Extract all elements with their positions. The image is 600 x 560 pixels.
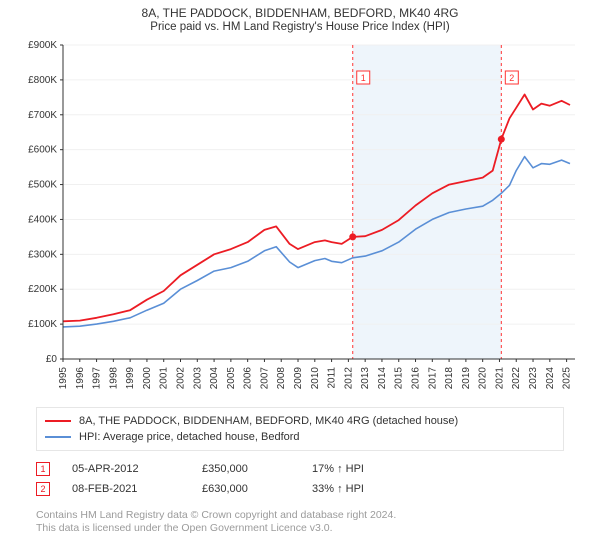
svg-text:£500K: £500K (28, 180, 57, 191)
svg-text:1998: 1998 (108, 367, 119, 390)
page-title: 8A, THE PADDOCK, BIDDENHAM, BEDFORD, MK4… (18, 6, 582, 20)
svg-text:2013: 2013 (360, 367, 371, 390)
sale-date: 05-APR-2012 (72, 463, 202, 475)
svg-text:2017: 2017 (427, 367, 438, 390)
svg-text:2020: 2020 (478, 367, 489, 390)
svg-text:2015: 2015 (394, 367, 405, 390)
svg-text:2002: 2002 (176, 367, 187, 390)
svg-text:2: 2 (509, 73, 514, 83)
svg-text:£900K: £900K (28, 40, 57, 51)
svg-text:2024: 2024 (545, 367, 556, 390)
footer-line-2: This data is licensed under the Open Gov… (36, 522, 564, 535)
svg-text:2012: 2012 (343, 367, 354, 390)
svg-text:£200K: £200K (28, 284, 57, 295)
sale-marker: 2 (36, 482, 50, 496)
sale-price: £630,000 (202, 483, 312, 495)
svg-text:1999: 1999 (125, 367, 136, 390)
svg-text:2016: 2016 (411, 367, 422, 390)
legend-swatch (45, 436, 71, 438)
svg-text:2011: 2011 (327, 367, 338, 389)
svg-text:1995: 1995 (58, 367, 69, 390)
legend-item: 8A, THE PADDOCK, BIDDENHAM, BEDFORD, MK4… (45, 413, 555, 429)
svg-text:2003: 2003 (192, 367, 203, 390)
svg-text:£100K: £100K (28, 319, 57, 330)
chart-legend: 8A, THE PADDOCK, BIDDENHAM, BEDFORD, MK4… (36, 407, 564, 451)
svg-text:2008: 2008 (276, 367, 287, 390)
svg-text:£800K: £800K (28, 75, 57, 86)
svg-text:2019: 2019 (461, 367, 472, 390)
svg-text:2005: 2005 (226, 367, 237, 390)
svg-text:1997: 1997 (92, 367, 103, 390)
sale-price: £350,000 (202, 463, 312, 475)
page-subtitle: Price paid vs. HM Land Registry's House … (18, 21, 582, 33)
svg-text:1: 1 (361, 73, 366, 83)
sales-table: 1 05-APR-2012£350,00017% ↑ HPI 2 08-FEB-202… (36, 459, 564, 499)
svg-text:2023: 2023 (528, 367, 539, 390)
sale-row: 2 08-FEB-2021£630,00033% ↑ HPI (36, 479, 564, 499)
svg-text:2006: 2006 (243, 367, 254, 390)
sale-marker: 1 (36, 462, 50, 476)
svg-text:£400K: £400K (28, 214, 57, 225)
sale-pct: 17% ↑ HPI (312, 463, 364, 475)
svg-text:2007: 2007 (259, 367, 270, 390)
svg-text:2000: 2000 (142, 367, 153, 390)
sale-row: 1 05-APR-2012£350,00017% ↑ HPI (36, 459, 564, 479)
svg-text:2009: 2009 (293, 367, 304, 390)
legend-item: HPI: Average price, detached house, Bedf… (45, 429, 555, 445)
svg-text:2018: 2018 (444, 367, 455, 390)
svg-text:2004: 2004 (209, 367, 220, 390)
svg-text:2014: 2014 (377, 367, 388, 390)
svg-text:£600K: £600K (28, 145, 57, 156)
price-chart: £0 £100K £200K £300K £400K £500K £600K £700K £80… (19, 39, 581, 399)
legend-label: 8A, THE PADDOCK, BIDDENHAM, BEDFORD, MK4… (79, 415, 458, 427)
legend-swatch (45, 420, 71, 422)
svg-text:2025: 2025 (562, 367, 573, 390)
svg-text:2021: 2021 (494, 367, 505, 390)
svg-text:£0: £0 (46, 354, 58, 365)
svg-text:2010: 2010 (310, 367, 321, 390)
sale-date: 08-FEB-2021 (72, 483, 202, 495)
svg-text:1996: 1996 (75, 367, 86, 390)
svg-text:£300K: £300K (28, 249, 57, 260)
svg-text:2001: 2001 (159, 367, 170, 390)
footer-line-1: Contains HM Land Registry data © Crown c… (36, 509, 564, 522)
footer-attribution: Contains HM Land Registry data © Crown c… (36, 509, 564, 535)
svg-text:2022: 2022 (511, 367, 522, 390)
svg-text:£700K: £700K (28, 110, 57, 121)
sale-pct: 33% ↑ HPI (312, 483, 364, 495)
legend-label: HPI: Average price, detached house, Bedf… (79, 431, 300, 443)
